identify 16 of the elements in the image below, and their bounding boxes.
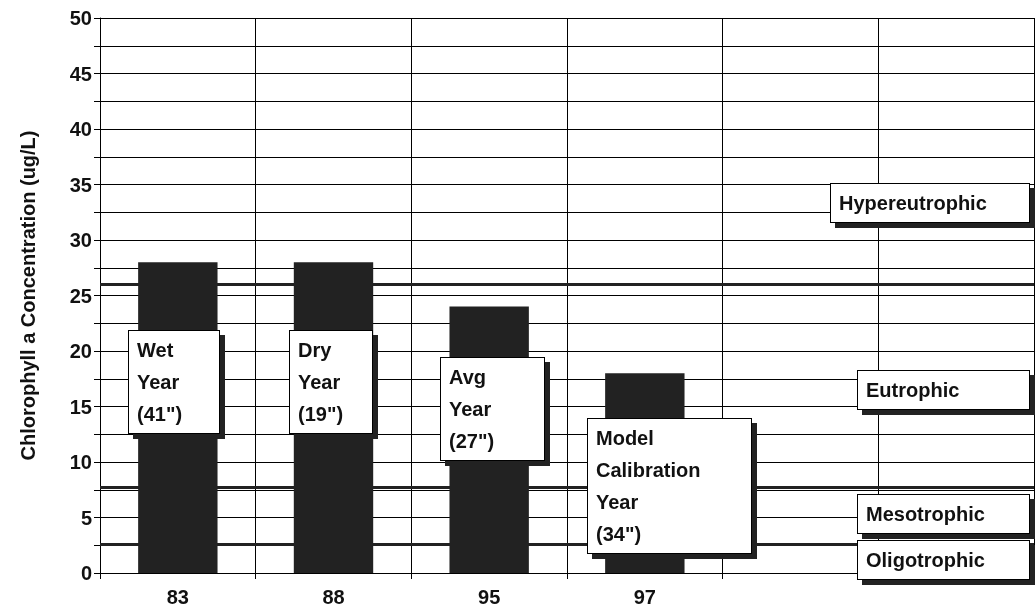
- x-tick-label: 88: [322, 586, 345, 608]
- y-tick-label: 10: [69, 451, 92, 473]
- x-tick-label: 95: [478, 586, 501, 608]
- y-tick-label: 5: [80, 506, 92, 529]
- y-tick-label: 40: [69, 118, 92, 140]
- x-tick-label: 97: [633, 586, 656, 608]
- y-axis-title: Chlorophyll a Concentration (ug/L): [17, 130, 39, 461]
- y-tick-label: 15: [69, 395, 92, 418]
- y-tick-label: 30: [69, 229, 92, 251]
- y-tick-label: 0: [80, 562, 92, 584]
- y-tick-label: 25: [69, 284, 92, 307]
- y-tick-label: 35: [69, 173, 92, 196]
- x-tick-label: 83: [166, 586, 189, 608]
- y-tick-label: 45: [69, 62, 92, 85]
- y-tick-label: 20: [69, 340, 92, 362]
- y-tick-label: 50: [69, 7, 92, 29]
